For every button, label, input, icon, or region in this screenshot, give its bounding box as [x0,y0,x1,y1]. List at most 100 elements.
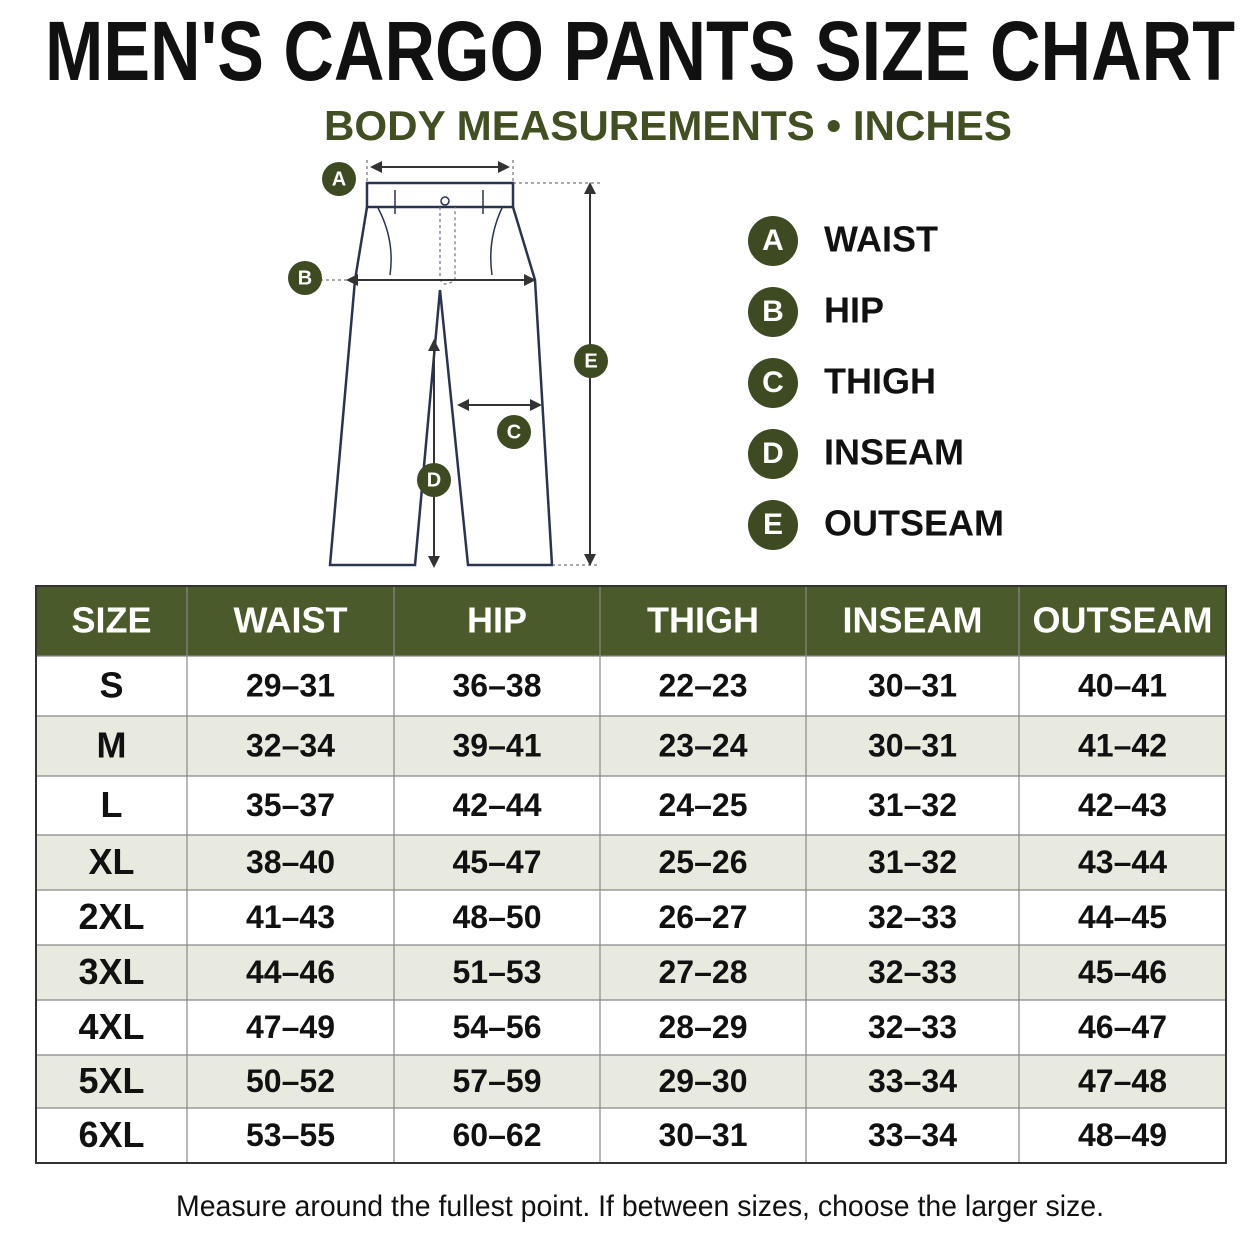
table-row-bg [36,776,1226,835]
pants-diagram [320,160,600,568]
table-header-bg [36,586,1226,656]
column-header: SIZE [71,600,151,641]
table-row-bg [36,656,1226,716]
measure-cell: 32–34 [246,727,335,763]
marker-circle [497,415,531,449]
measure-cell: 28–29 [659,1009,748,1045]
size-cell: XL [88,841,134,882]
measure-cell: 53–55 [246,1117,335,1153]
size-cell: M [97,725,127,766]
measure-cell: 27–28 [659,954,748,990]
measure-cell: 42–44 [453,787,542,823]
legend-circle [748,500,798,550]
size-cell: 4XL [78,1006,144,1047]
measure-cell: 50–52 [246,1063,335,1099]
measure-cell: 45–47 [453,844,542,880]
measure-cell: 48–50 [453,899,542,935]
legend-label: OUTSEAM [824,503,1004,544]
legend-label: HIP [824,290,884,331]
marker-circle [417,463,451,497]
measure-cell: 32–33 [868,1009,957,1045]
legend-circle [748,429,798,479]
marker-letter: D [427,469,441,491]
measure-cell: 38–40 [246,844,335,880]
marker-letter: C [507,421,521,443]
marker-circle [574,344,608,378]
measure-cell: 29–31 [246,667,335,703]
measure-cell: 47–49 [246,1009,335,1045]
measure-cell: 45–46 [1078,954,1167,990]
measure-cell: 30–31 [868,667,957,703]
measure-cell: 26–27 [659,899,748,935]
measure-cell: 36–38 [453,667,542,703]
table-row-bg [36,1000,1226,1055]
legend-circle [748,358,798,408]
table-row-bg [36,1055,1226,1108]
measure-cell: 23–24 [659,727,748,763]
legend-letter: D [762,437,784,470]
subtitle: BODY MEASUREMENTS • INCHES [324,102,1012,149]
legend-circle [748,287,798,337]
measure-cell: 33–34 [868,1063,957,1099]
measure-cell: 31–32 [868,787,957,823]
size-cell: 3XL [78,951,144,992]
measure-cell: 54–56 [453,1009,542,1045]
measure-cell: 24–25 [659,787,748,823]
legend-circle [748,216,798,266]
footer-note: Measure around the fullest point. If bet… [176,1190,1104,1223]
measure-cell: 44–46 [246,954,335,990]
column-header: HIP [467,600,527,641]
measure-cell: 31–32 [868,844,957,880]
size-cell: L [101,784,123,825]
marker-circle [288,261,322,295]
measure-cell: 57–59 [453,1063,542,1099]
measure-cell: 60–62 [453,1117,542,1153]
measure-cell: 25–26 [659,844,748,880]
measure-cell: 47–48 [1078,1063,1167,1099]
measure-cell: 32–33 [868,954,957,990]
column-header: INSEAM [842,600,982,641]
measure-cell: 42–43 [1078,787,1167,823]
measure-cell: 30–31 [868,727,957,763]
size-cell: 2XL [78,896,144,937]
marker-circle [322,162,356,196]
size-cell: 5XL [78,1060,144,1101]
title: MEN'S CARGO PANTS SIZE CHART [45,4,1235,98]
measure-cell: 35–37 [246,787,335,823]
marker-letter: E [584,350,597,372]
column-header: OUTSEAM [1033,600,1213,641]
marker-letter: B [298,267,312,289]
legend-letter: A [762,224,784,257]
measure-cell: 30–31 [659,1117,748,1153]
measure-cell: 33–34 [868,1117,957,1153]
legend-letter: C [762,366,784,399]
measure-cell: 43–44 [1078,844,1167,880]
measure-cell: 41–43 [246,899,335,935]
legend-letter: B [762,295,784,328]
column-header: WAIST [234,600,348,641]
column-header: THIGH [647,600,759,641]
measure-cell: 40–41 [1078,667,1167,703]
size-cell: S [99,665,123,706]
measure-cell: 41–42 [1078,727,1167,763]
table-border [35,585,1227,1164]
table-row-bg [36,716,1226,776]
measure-cell: 48–49 [1078,1117,1167,1153]
size-cell: 6XL [78,1114,144,1155]
legend-label: INSEAM [824,432,964,473]
table-row-bg [36,890,1226,945]
legend-letter: E [763,508,783,541]
measure-cell: 22–23 [659,667,748,703]
marker-letter: A [332,168,346,190]
measure-cell: 51–53 [453,954,542,990]
measure-cell: 29–30 [659,1063,748,1099]
measure-cell: 44–45 [1078,899,1167,935]
measure-cell: 39–41 [453,727,542,763]
legend-label: WAIST [824,219,938,260]
measure-cell: 32–33 [868,899,957,935]
table-row-bg [36,835,1226,890]
measure-cell: 46–47 [1078,1009,1167,1045]
table-row-bg [36,1108,1226,1163]
table-row-bg [36,945,1226,1000]
